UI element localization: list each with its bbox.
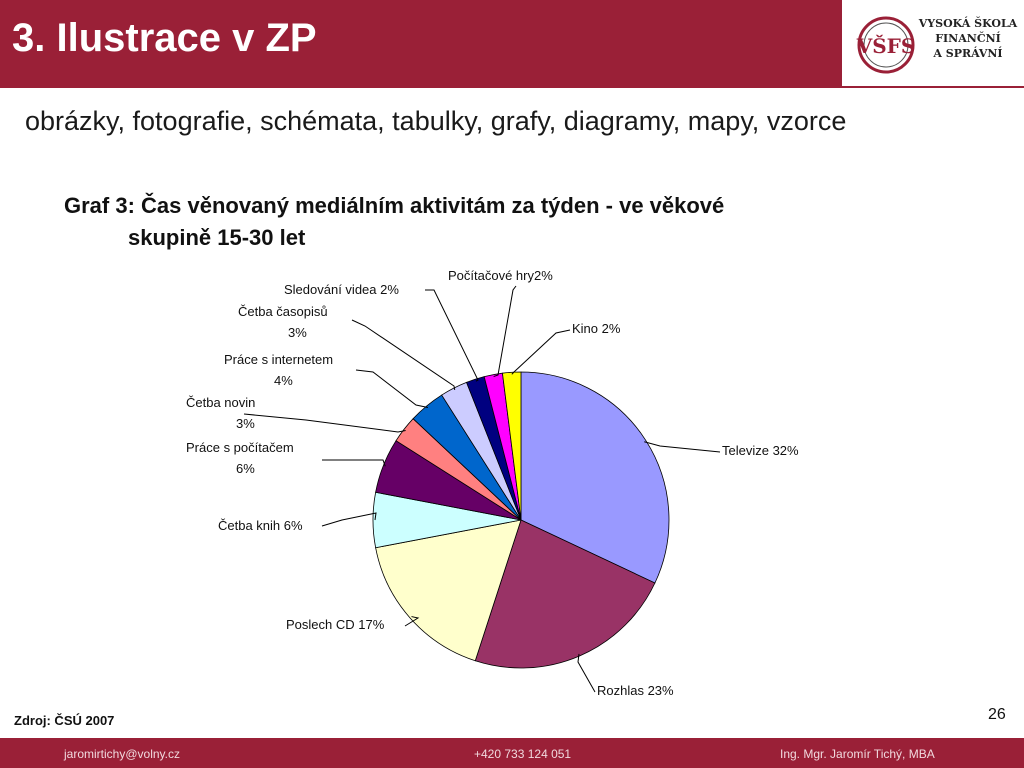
vsfs-logo-icon: VŠFS: [856, 16, 916, 74]
leader-line: [351, 319, 456, 391]
page-number: 26: [988, 706, 1006, 723]
leader-line: [321, 512, 377, 527]
pie-slice: [375, 519, 522, 662]
leader-line: [425, 289, 479, 382]
slice-label: Poslech CD 17%: [286, 617, 385, 632]
slice-label: 6%: [236, 461, 255, 476]
pie-slices: [372, 371, 670, 669]
footer-author: Ing. Mgr. Jaromír Tichý, MBA: [780, 747, 935, 761]
slice-label: Televize 32%: [722, 443, 799, 458]
slice-label: Kino 2%: [572, 321, 621, 336]
pie-slice: [502, 371, 522, 521]
slice-label: Práce s počítačem: [186, 440, 294, 455]
slice-label: Sledování videa 2%: [284, 282, 399, 297]
slice-label: 3%: [288, 325, 307, 340]
slice-label: Práce s internetem: [224, 352, 333, 367]
pie-slice: [520, 371, 670, 584]
slice-label: Počítačové hry2%: [448, 268, 553, 283]
leader-line: [644, 441, 721, 453]
slice-label: Rozhlas 23%: [597, 683, 674, 698]
logo-monogram: VŠFS: [856, 33, 916, 58]
footer-phone: +420 733 124 051: [474, 747, 572, 761]
leader-line: [404, 616, 420, 627]
logo-line-1: VYSOKÁ ŠKOLA: [918, 17, 1018, 30]
chart-heading-line-1: Graf 3: Čas věnovaný mediálním aktivitám…: [64, 193, 725, 218]
slice-label: 4%: [274, 373, 293, 388]
logo-line-2: FINANČNÍ: [935, 32, 1001, 45]
source-note: Zdroj: ČSÚ 2007: [14, 713, 115, 728]
slice-label: Četba časopisů: [238, 304, 328, 319]
header-divider: [0, 86, 1024, 88]
leader-line: [577, 653, 596, 693]
leader-line: [511, 329, 571, 375]
slice-label: Četba novin: [186, 395, 255, 410]
footer-bar: jaromirtichy@volny.cz +420 733 124 051 I…: [0, 738, 1024, 768]
pie-labels: Televize 32% Rozhlas 23% Poslech CD 17% Čet…: [186, 268, 799, 698]
header-bar: 3. Ilustrace v ZP: [0, 0, 842, 86]
slide-title: 3. Ilustrace v ZP: [12, 16, 317, 60]
leader-line: [355, 369, 429, 408]
chart-heading-line-2: skupině 15-30 let: [128, 225, 306, 250]
logo-text: VYSOKÁ ŠKOLA FINANČNÍ A SPRÁVNÍ: [918, 16, 1018, 61]
pie-slice: [474, 519, 656, 669]
pie-chart: Televize 32% Rozhlas 23% Poslech CD 17% Čet…: [186, 268, 799, 698]
slice-label: 3%: [236, 416, 255, 431]
chart-heading: Graf 3: Čas věnovaný mediálním aktivitám…: [64, 190, 964, 254]
footer-email: jaromirtichy@volny.cz: [64, 747, 180, 761]
slice-label: Četba knih 6%: [218, 518, 303, 533]
leader-line: [243, 413, 406, 433]
slide-subtitle: obrázky, fotografie, schémata, tabulky, …: [25, 106, 847, 136]
leader-line: [493, 285, 517, 378]
leader-line: [322, 459, 386, 467]
logo-line-3: A SPRÁVNÍ: [933, 47, 1003, 60]
